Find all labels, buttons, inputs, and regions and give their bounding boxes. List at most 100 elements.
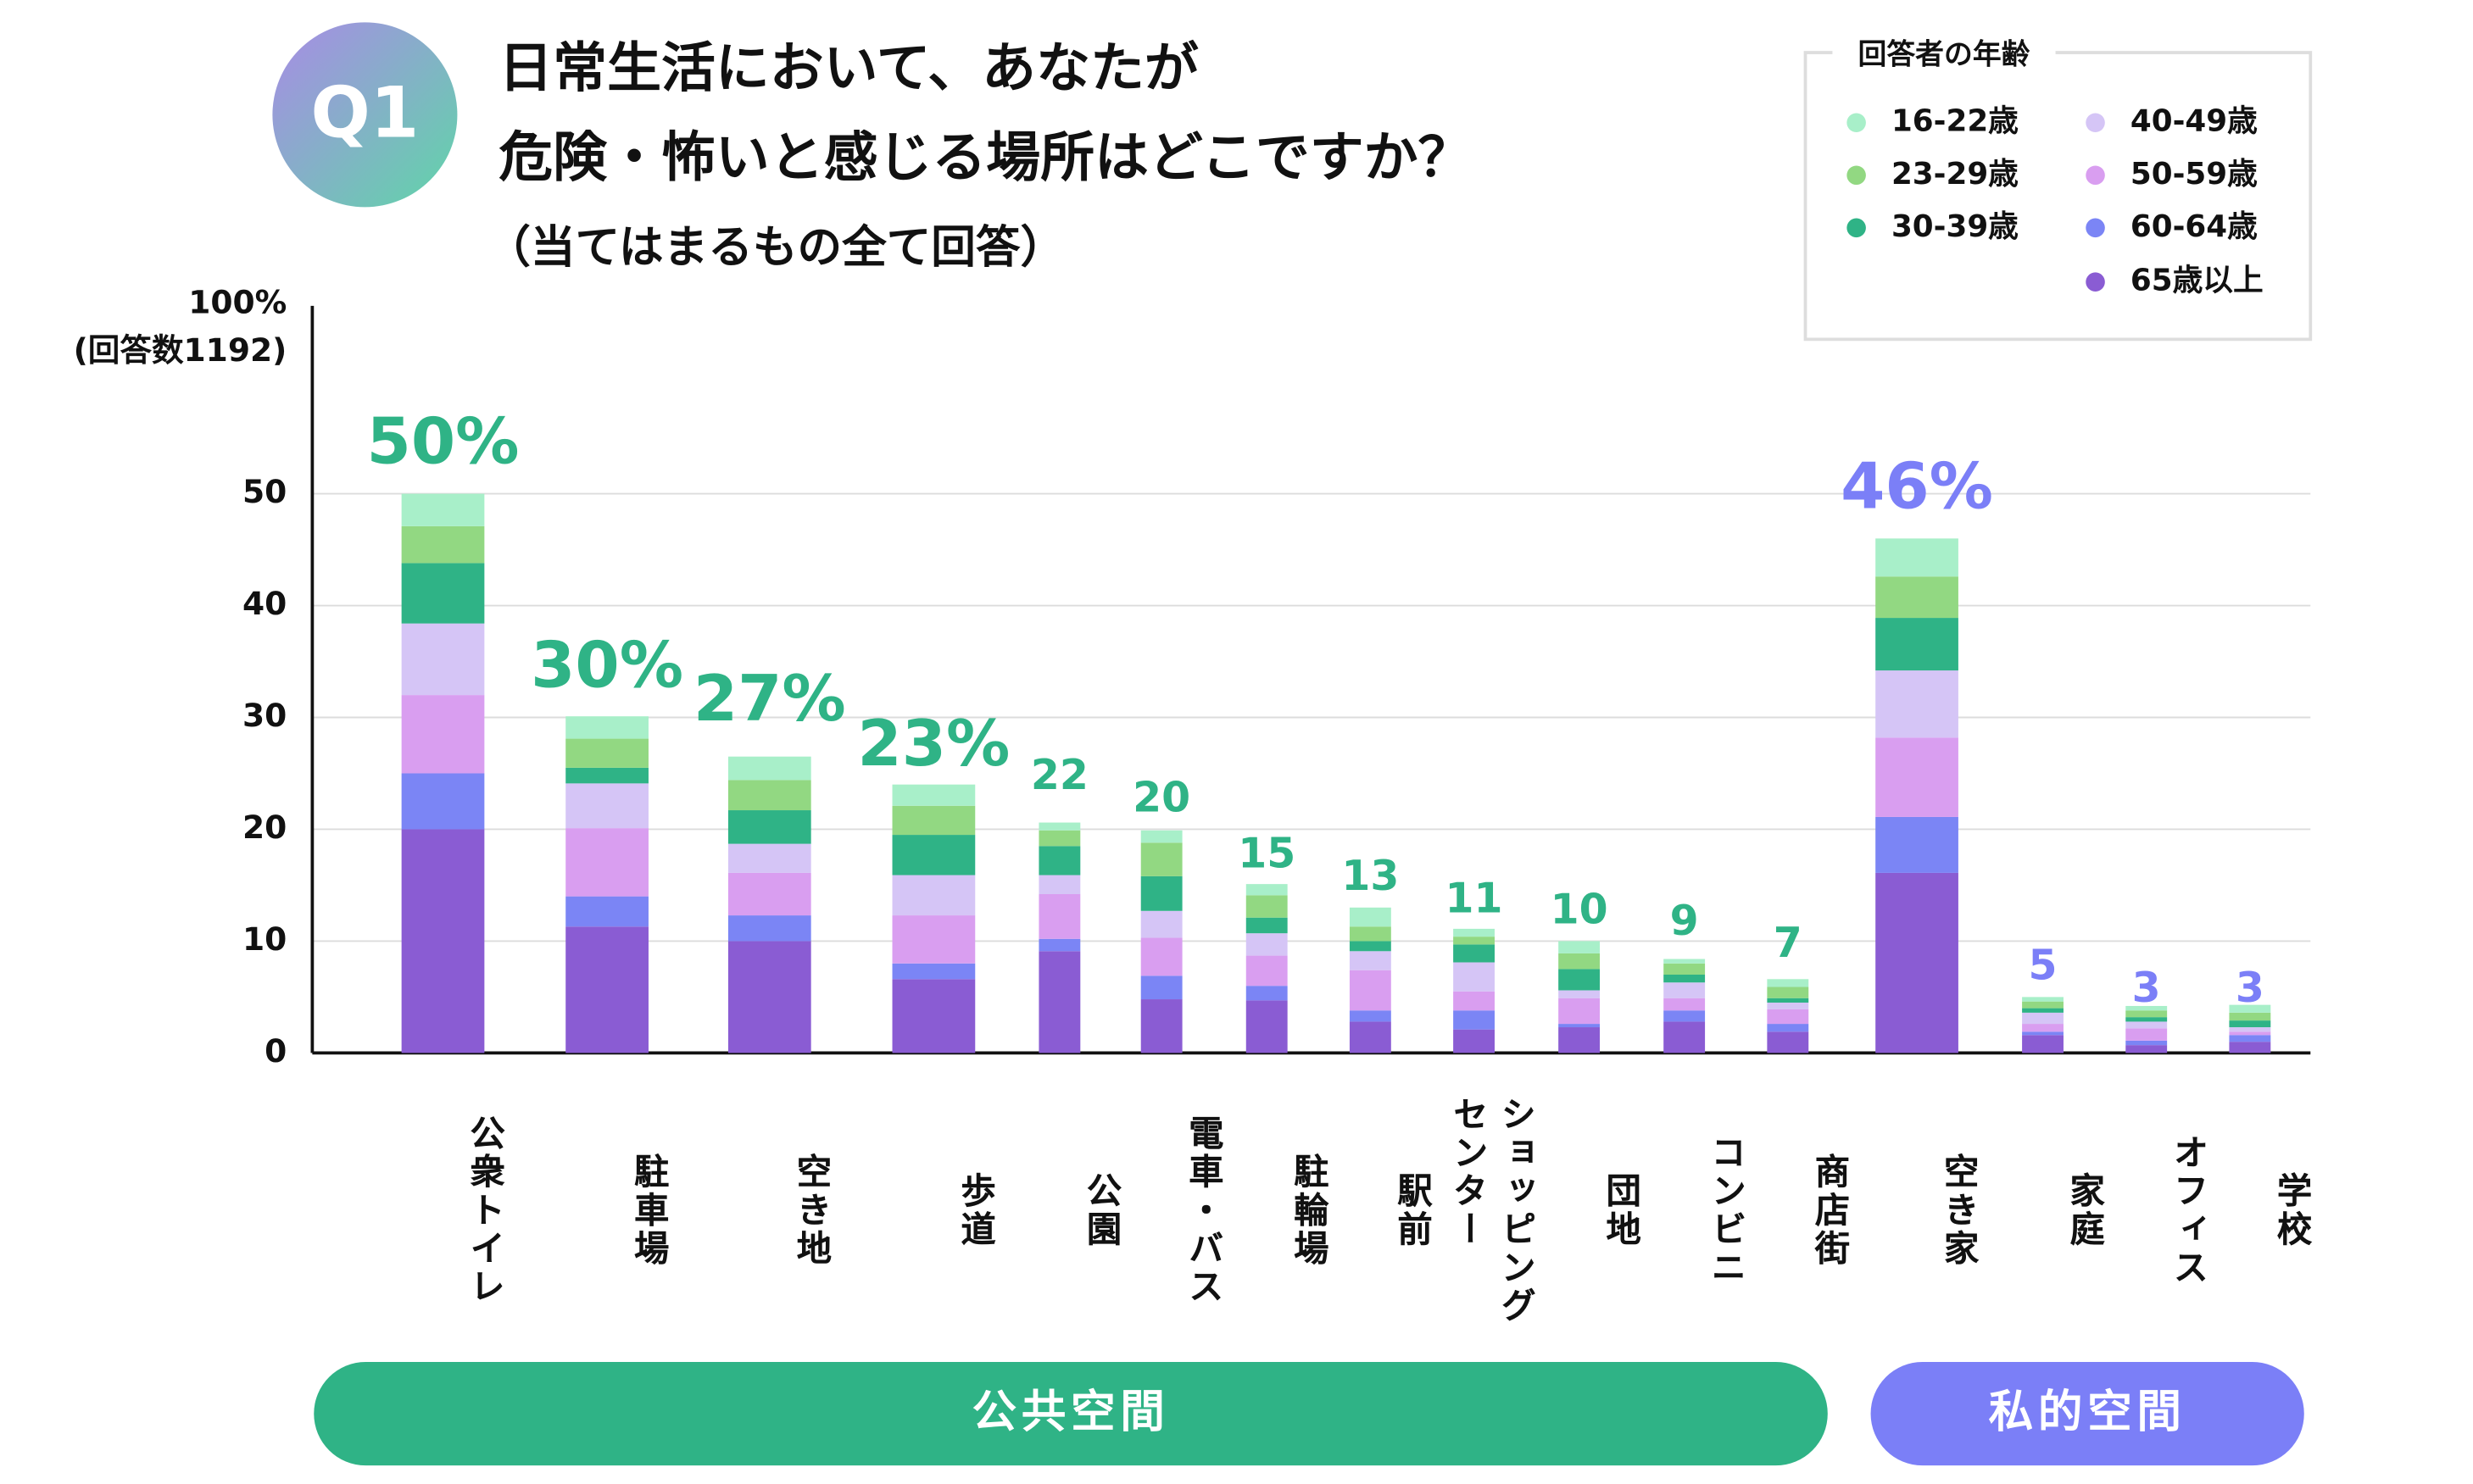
- bar-segment: [727, 780, 811, 811]
- group-pill: [314, 1362, 1828, 1466]
- category-label-box: 商店街: [1808, 1153, 1848, 1268]
- total-label: 46%: [1841, 448, 1993, 523]
- bar-segment: [2125, 1028, 2168, 1041]
- bar-segment: [1558, 990, 1601, 998]
- bar-segment: [727, 872, 811, 916]
- x-tick-label: 公園: [1080, 1172, 1121, 1249]
- bar-segment: [1663, 1010, 1706, 1022]
- bar-segment: [892, 915, 976, 964]
- category-label-box: コンビニ: [1705, 1134, 1745, 1287]
- bar-segment: [2125, 1010, 2168, 1018]
- bar-segment: [1349, 951, 1391, 970]
- question-badge: [272, 22, 458, 208]
- bar-segment: [1140, 910, 1183, 938]
- bar-segment: [1453, 1010, 1495, 1030]
- bar-segment: [1767, 1031, 1809, 1053]
- x-tick-label: 学校: [2270, 1172, 2311, 1249]
- category-label-box: 歩道: [954, 1172, 994, 1249]
- bar-segment: [892, 963, 976, 980]
- group-pill: [1870, 1362, 2304, 1466]
- question-number: Q1: [310, 72, 419, 154]
- bar-segment: [565, 716, 649, 739]
- bar-segment: [1245, 1000, 1288, 1053]
- legend-label: 60-64歳: [2130, 209, 2258, 244]
- total-label: 20: [1133, 774, 1190, 822]
- total-label: 10: [1551, 886, 1608, 934]
- bar-segment: [1349, 926, 1391, 942]
- category-label-box: 空き地: [790, 1153, 830, 1268]
- x-tick-label: 団地: [1600, 1172, 1640, 1249]
- bar-segment: [1349, 1021, 1391, 1053]
- category-label-box: 電車・バス: [1182, 1114, 1223, 1307]
- category-label-box: 駅前: [1391, 1172, 1431, 1248]
- bar-segment: [1558, 1027, 1601, 1053]
- bar-segment: [2125, 1045, 2168, 1053]
- bar-segment: [2229, 1042, 2271, 1053]
- bar-segment: [1245, 895, 1288, 918]
- group-label: 私的空間: [1989, 1387, 2186, 1438]
- bar-segment: [727, 756, 811, 781]
- x-tick-label: 駐輪場: [1287, 1153, 1328, 1269]
- total-label: 50%: [367, 404, 520, 479]
- category-label-box: 家庭: [2063, 1172, 2103, 1249]
- bar-segment: [1663, 1021, 1706, 1053]
- bar-segment: [1245, 933, 1288, 956]
- bar-segment: [1663, 975, 1706, 983]
- bar-segment: [1767, 1024, 1809, 1032]
- bar-segment: [1349, 907, 1391, 927]
- bar-segment: [401, 563, 485, 624]
- legend-swatch: [1846, 165, 1866, 186]
- bar-segment: [565, 783, 649, 829]
- bar-segment: [1767, 998, 1809, 1003]
- category-label-box: ショッピング センター: [1447, 1096, 1534, 1326]
- bar-segment: [401, 695, 485, 774]
- y-tick-label: 50: [242, 473, 287, 510]
- legend-label: 23-29歳: [1891, 157, 2019, 192]
- bar-segment: [1875, 872, 1958, 1053]
- bar-segment: [401, 829, 485, 1053]
- total-label: 30%: [531, 628, 683, 703]
- total-label: 15: [1238, 830, 1295, 878]
- total-label: 13: [1341, 852, 1399, 900]
- category-label-box: オフィス: [2167, 1134, 2207, 1287]
- bar-segment: [1453, 944, 1495, 963]
- bar-segment: [2125, 1005, 2168, 1011]
- category-label-box: 公衆トイレ: [463, 1114, 504, 1307]
- bar-segment: [727, 941, 811, 1053]
- x-tick-label: 電車・バス: [1182, 1114, 1223, 1307]
- y-axis-label: 100%: [188, 284, 287, 321]
- bar-segment: [1140, 842, 1183, 876]
- bar-segment: [1349, 941, 1391, 952]
- bar-segment: [1663, 998, 1706, 1011]
- y-axis-label: (回答数1192): [74, 331, 287, 369]
- bar-segment: [565, 738, 649, 768]
- x-tick-label: 公衆トイレ: [463, 1114, 504, 1307]
- legend-label: 16-22歳: [1891, 104, 2019, 139]
- total-label: 3: [2236, 964, 2264, 1012]
- bar-segment: [1349, 970, 1391, 1011]
- x-tick-label: 歩道: [954, 1172, 994, 1249]
- x-tick-label: 家庭: [2063, 1172, 2103, 1249]
- legend-box: [1803, 51, 2313, 342]
- bar-segment: [565, 926, 649, 1053]
- bar-segment: [2229, 1004, 2271, 1013]
- total-label: 23%: [857, 706, 1010, 781]
- bar-segment: [727, 915, 811, 942]
- bar-segment: [2229, 1027, 2271, 1032]
- bar-segment: [1767, 1002, 1809, 1009]
- legend-label: 40-49歳: [2130, 104, 2258, 139]
- bar-segment: [892, 875, 976, 916]
- bar-segment: [1039, 846, 1081, 875]
- bar-segment: [1140, 999, 1183, 1053]
- bar-segment: [2022, 1001, 2064, 1009]
- bar-segment: [1767, 979, 1809, 987]
- bar-segment: [1245, 917, 1288, 934]
- bar-segment: [1767, 987, 1809, 998]
- bar-segment: [2229, 1035, 2271, 1042]
- x-tick-label: 空き家: [1937, 1153, 1978, 1269]
- bar-segment: [1558, 941, 1601, 953]
- total-label: 22: [1031, 751, 1089, 799]
- bar-segment: [892, 979, 976, 1053]
- legend-label: 65歳以上: [2130, 264, 2264, 298]
